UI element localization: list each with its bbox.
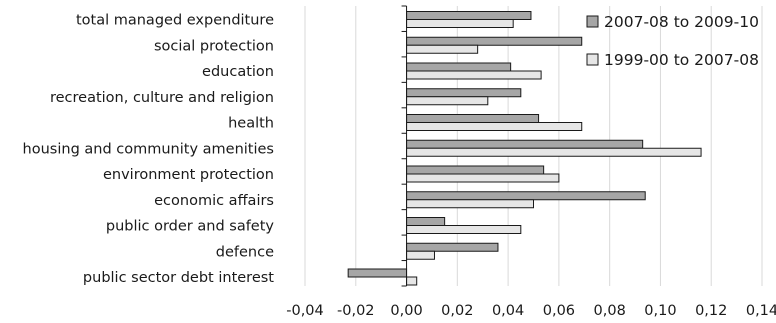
category-label: total managed expenditure: [76, 13, 274, 29]
x-tick-labels: -0,04 -0,02 0,00 0,02 0,04 0,06 0,08 0,10 0,12 0,…: [286, 303, 776, 319]
category-label: education: [202, 64, 274, 80]
bar: [406, 217, 446, 226]
bar: [406, 11, 532, 20]
x-tick-label: 0,10: [644, 303, 676, 319]
x-tick-label: 0,12: [695, 303, 727, 319]
bar: [406, 96, 489, 106]
bar: [406, 199, 534, 209]
bar: [406, 191, 646, 201]
category-labels: total managed expenditure social protecti…: [23, 13, 275, 287]
legend-swatch: [586, 15, 599, 28]
category-label: social protection: [154, 38, 274, 54]
category-label: public sector debt interest: [83, 270, 274, 286]
category-label: housing and community amenities: [23, 141, 274, 157]
category-label: defence: [216, 244, 274, 260]
bar: [406, 250, 435, 260]
bar: [406, 147, 702, 157]
x-tick-label: 0,04: [492, 303, 524, 319]
bar: [406, 62, 512, 72]
category-label: public order and safety: [106, 219, 275, 235]
x-tick-label: 0,14: [746, 303, 776, 319]
bar: [406, 122, 583, 131]
bar: [406, 19, 514, 28]
bar: [406, 36, 583, 46]
x-tick-label: -0,04: [286, 303, 324, 319]
bar: [406, 225, 522, 234]
bar: [347, 268, 408, 278]
category-label: economic affairs: [154, 193, 274, 209]
bar: [406, 70, 542, 80]
legend-swatch: [586, 53, 599, 66]
category-label: environment protection: [103, 167, 274, 183]
x-tick-label: 0,02: [441, 303, 473, 319]
legend: 2007-08 to 2009-10 1999-00 to 2007-08: [586, 13, 759, 69]
category-label: health: [228, 116, 274, 132]
x-tick-label: 0,08: [594, 303, 626, 319]
bar: [406, 173, 560, 183]
category-label: recreation, culture and religion: [50, 90, 274, 106]
bar: [406, 44, 479, 54]
bar: [406, 139, 644, 149]
bar: [406, 88, 522, 98]
y-axis: [401, 5, 408, 287]
bar: [406, 165, 545, 175]
x-tick-label: -0,02: [337, 303, 375, 319]
x-tick-label: 0,00: [390, 303, 422, 319]
bar: [406, 242, 499, 252]
legend-label: 1999-00 to 2007-08: [604, 51, 759, 69]
bar: [406, 114, 540, 123]
x-tick-label: 0,06: [543, 303, 575, 319]
legend-label: 2007-08 to 2009-10: [604, 13, 759, 31]
bar: [406, 276, 418, 286]
